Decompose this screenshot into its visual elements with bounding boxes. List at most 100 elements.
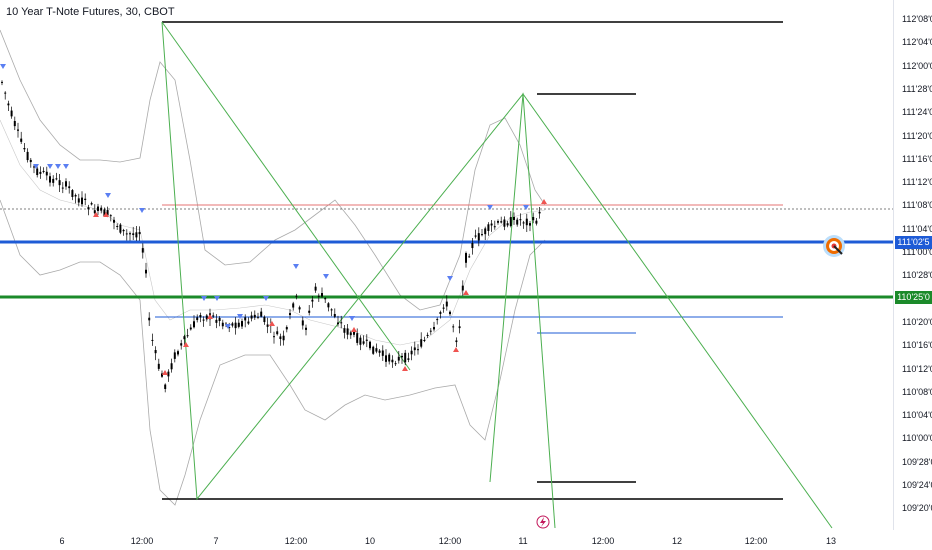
price-tick: 109'24'0 (902, 480, 932, 490)
time-tick: 12:00 (591, 536, 615, 546)
candle-body (285, 327, 288, 330)
time-tick: 11 (518, 536, 528, 546)
candle-body (436, 319, 439, 321)
candle-body (17, 129, 19, 131)
candle-body (439, 312, 442, 314)
zigzag-path-3 (522, 93, 556, 529)
time-tick: 10 (364, 536, 376, 546)
time-tick: 12:00 (130, 536, 154, 546)
candle-body (74, 195, 77, 197)
candle-body (241, 321, 243, 327)
candle-body (497, 221, 499, 223)
candle-body (308, 310, 311, 313)
candle-body (154, 350, 157, 354)
price-tick: 111'08'0 (902, 200, 932, 211)
candle-body (298, 307, 301, 310)
up-signal-marker (103, 212, 109, 217)
candle-body (218, 317, 221, 322)
candle-body (311, 299, 314, 302)
candle-body (346, 328, 349, 335)
bollinger-bands (0, 29, 546, 506)
candle-body (138, 232, 141, 235)
time-axis[interactable]: 6 12:00 7 12:00 10 12:00 11 12:00 12 12:00 13 (0, 530, 893, 550)
price-tick: 110'04'0 (902, 410, 932, 421)
time-tick: 13 (825, 536, 837, 546)
up-signal-marker (183, 342, 189, 347)
chart-title: 10 Year T-Note Futures, 30, CBOT (6, 6, 175, 18)
signal-markers (0, 64, 547, 375)
down-signal-marker (263, 296, 269, 301)
candle-body (148, 317, 151, 321)
down-signal-marker (487, 205, 493, 210)
candle-body (247, 321, 250, 324)
price-tick: 111'16'0 (902, 153, 932, 164)
candle-body (87, 207, 90, 210)
candle-body (276, 331, 279, 335)
candle-body (385, 355, 387, 362)
zigzag-pattern (161, 21, 833, 529)
candle-body (343, 328, 346, 333)
candle-body (449, 311, 451, 315)
candle-body (516, 219, 519, 225)
candle-body (212, 315, 215, 317)
candle-body (81, 197, 83, 205)
down-signal-marker (0, 64, 6, 69)
candle-body (116, 225, 119, 227)
candle-body (458, 326, 461, 329)
candle-body (404, 352, 407, 363)
candle-body (199, 315, 202, 318)
candle-body (36, 168, 39, 176)
candle-body (10, 110, 13, 117)
candle-body (429, 330, 432, 332)
candle-body (445, 301, 448, 307)
lightning-icon[interactable] (536, 515, 550, 529)
candle-body (420, 339, 423, 347)
candle-body (417, 349, 419, 351)
price-tick: 112'00'0 (902, 60, 932, 71)
price-tick: 112'08'0 (902, 14, 932, 24)
candle-body (317, 295, 320, 297)
candle-body (125, 233, 128, 235)
candle-body (401, 355, 403, 358)
candle-body (29, 159, 32, 163)
chart-canvas[interactable] (0, 0, 893, 530)
candle-body (493, 226, 496, 228)
candle-body (474, 235, 477, 237)
candle-body (461, 285, 464, 291)
candle-body (513, 216, 515, 220)
candle-body (183, 336, 186, 340)
price-scale[interactable]: 112'08'0 112'04'0 112'00'0 111'28'0 111'24'0… (893, 0, 932, 530)
zigzag-path-2 (161, 21, 411, 371)
time-tick: 12:00 (438, 536, 462, 546)
up-signal-marker (351, 327, 357, 332)
candle-body (481, 234, 483, 236)
candle-body (4, 92, 7, 94)
candle-body (381, 350, 384, 356)
price-tick: 109'20'0 (902, 503, 932, 514)
target-icon[interactable] (822, 234, 846, 258)
candle-body (295, 295, 298, 297)
candle-body (465, 253, 467, 263)
candle-body (301, 320, 304, 326)
candle-body (13, 120, 16, 127)
candle-body (167, 371, 170, 377)
price-tick: 111'28'0 (902, 83, 932, 94)
candle-body (237, 322, 240, 327)
candle-body (145, 269, 147, 274)
candle-body (391, 359, 394, 363)
candle-body (433, 327, 435, 330)
candle-body (289, 313, 291, 316)
down-signal-marker (349, 316, 355, 321)
candle-body (49, 176, 51, 183)
candle-body (369, 341, 371, 349)
candle-body (324, 298, 327, 300)
price-badge-blue: 111'02'5 (895, 236, 932, 249)
candle-body (58, 180, 61, 186)
candle-body (362, 341, 365, 344)
price-tick: 110'28'0 (902, 270, 932, 281)
price-tick: 111'20'0 (902, 130, 932, 141)
price-tick: 112'04'0 (902, 37, 932, 48)
zigzag-path-1 (161, 21, 833, 529)
price-tick: 110'20'0 (902, 316, 932, 327)
candle-body (388, 354, 391, 362)
